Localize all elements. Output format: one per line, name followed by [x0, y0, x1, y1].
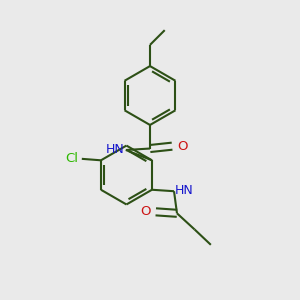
Text: O: O	[140, 205, 151, 218]
Text: HN: HN	[106, 142, 125, 156]
Text: Cl: Cl	[65, 152, 78, 165]
Text: HN: HN	[175, 184, 194, 197]
Text: O: O	[177, 140, 188, 153]
